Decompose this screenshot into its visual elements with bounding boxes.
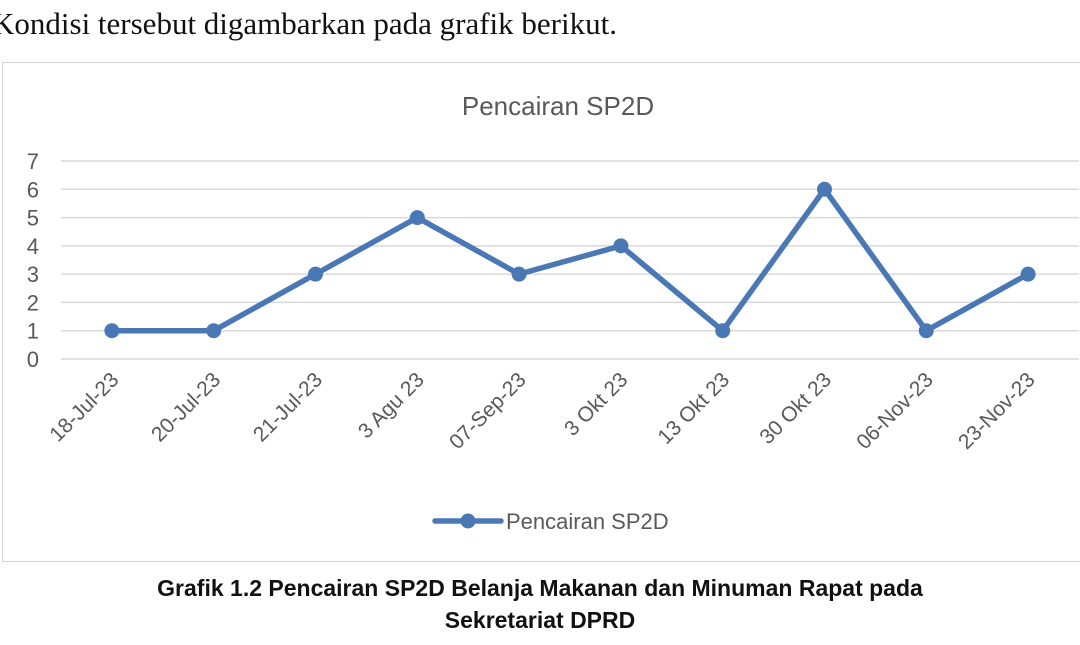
chart-container: Pencairan SP2D 0 1 2 3 4 5 6 7 18-Jul-23 20-Jul-23… [2, 62, 1080, 562]
x-tick-label: 3 Okt 23 [560, 368, 632, 440]
data-point [409, 210, 425, 226]
x-tick-label: 21-Jul-23 [249, 368, 327, 446]
data-point [817, 181, 832, 197]
y-tick-label: 7 [27, 149, 39, 174]
chart-title: Pencairan SP2D [462, 91, 654, 121]
data-point [613, 238, 629, 254]
x-tick-label: 23-Nov-23 [954, 368, 1040, 454]
x-tick-label: 20-Jul-23 [147, 368, 225, 446]
data-point [308, 266, 323, 282]
legend-label: Pencairan SP2D [506, 509, 669, 534]
series-line [109, 186, 1031, 334]
data-point [918, 323, 934, 339]
caption-line-1: Grafik 1.2 Pencairan SP2D Belanja Makana… [157, 575, 923, 601]
x-tick-label: 30 Okt 23 [755, 368, 836, 449]
x-tick-label: 13 Okt 23 [654, 368, 735, 449]
line-chart: Pencairan SP2D 0 1 2 3 4 5 6 7 18-Jul-23 20-Jul-23… [27, 91, 1079, 534]
figure-caption: Grafik 1.2 Pencairan SP2D Belanja Makana… [0, 572, 1080, 636]
x-tick-label: 07-Sep-23 [445, 368, 531, 454]
y-tick-label: 0 [27, 347, 39, 372]
y-tick-label: 2 [27, 290, 39, 315]
data-point [715, 323, 731, 339]
x-tick-label: 3 Agu 23 [354, 368, 429, 443]
y-tick-label: 6 [27, 177, 39, 202]
legend-point-marker [460, 513, 476, 529]
y-tick-label: 1 [27, 319, 39, 344]
data-point [1020, 266, 1036, 282]
data-point [511, 266, 527, 282]
y-tick-label: 3 [27, 262, 39, 287]
y-tick-label: 5 [27, 206, 39, 231]
y-tick-label: 4 [27, 234, 39, 259]
data-point [104, 323, 120, 339]
caption-line-2: Sekretariat DPRD [444, 607, 636, 633]
data-point [206, 323, 222, 339]
x-tick-label: 06-Nov-23 [852, 368, 938, 454]
x-tick-label: 18-Jul-23 [45, 368, 123, 446]
intro-text: Kondisi tersebut digambarkan pada grafik… [0, 6, 617, 41]
